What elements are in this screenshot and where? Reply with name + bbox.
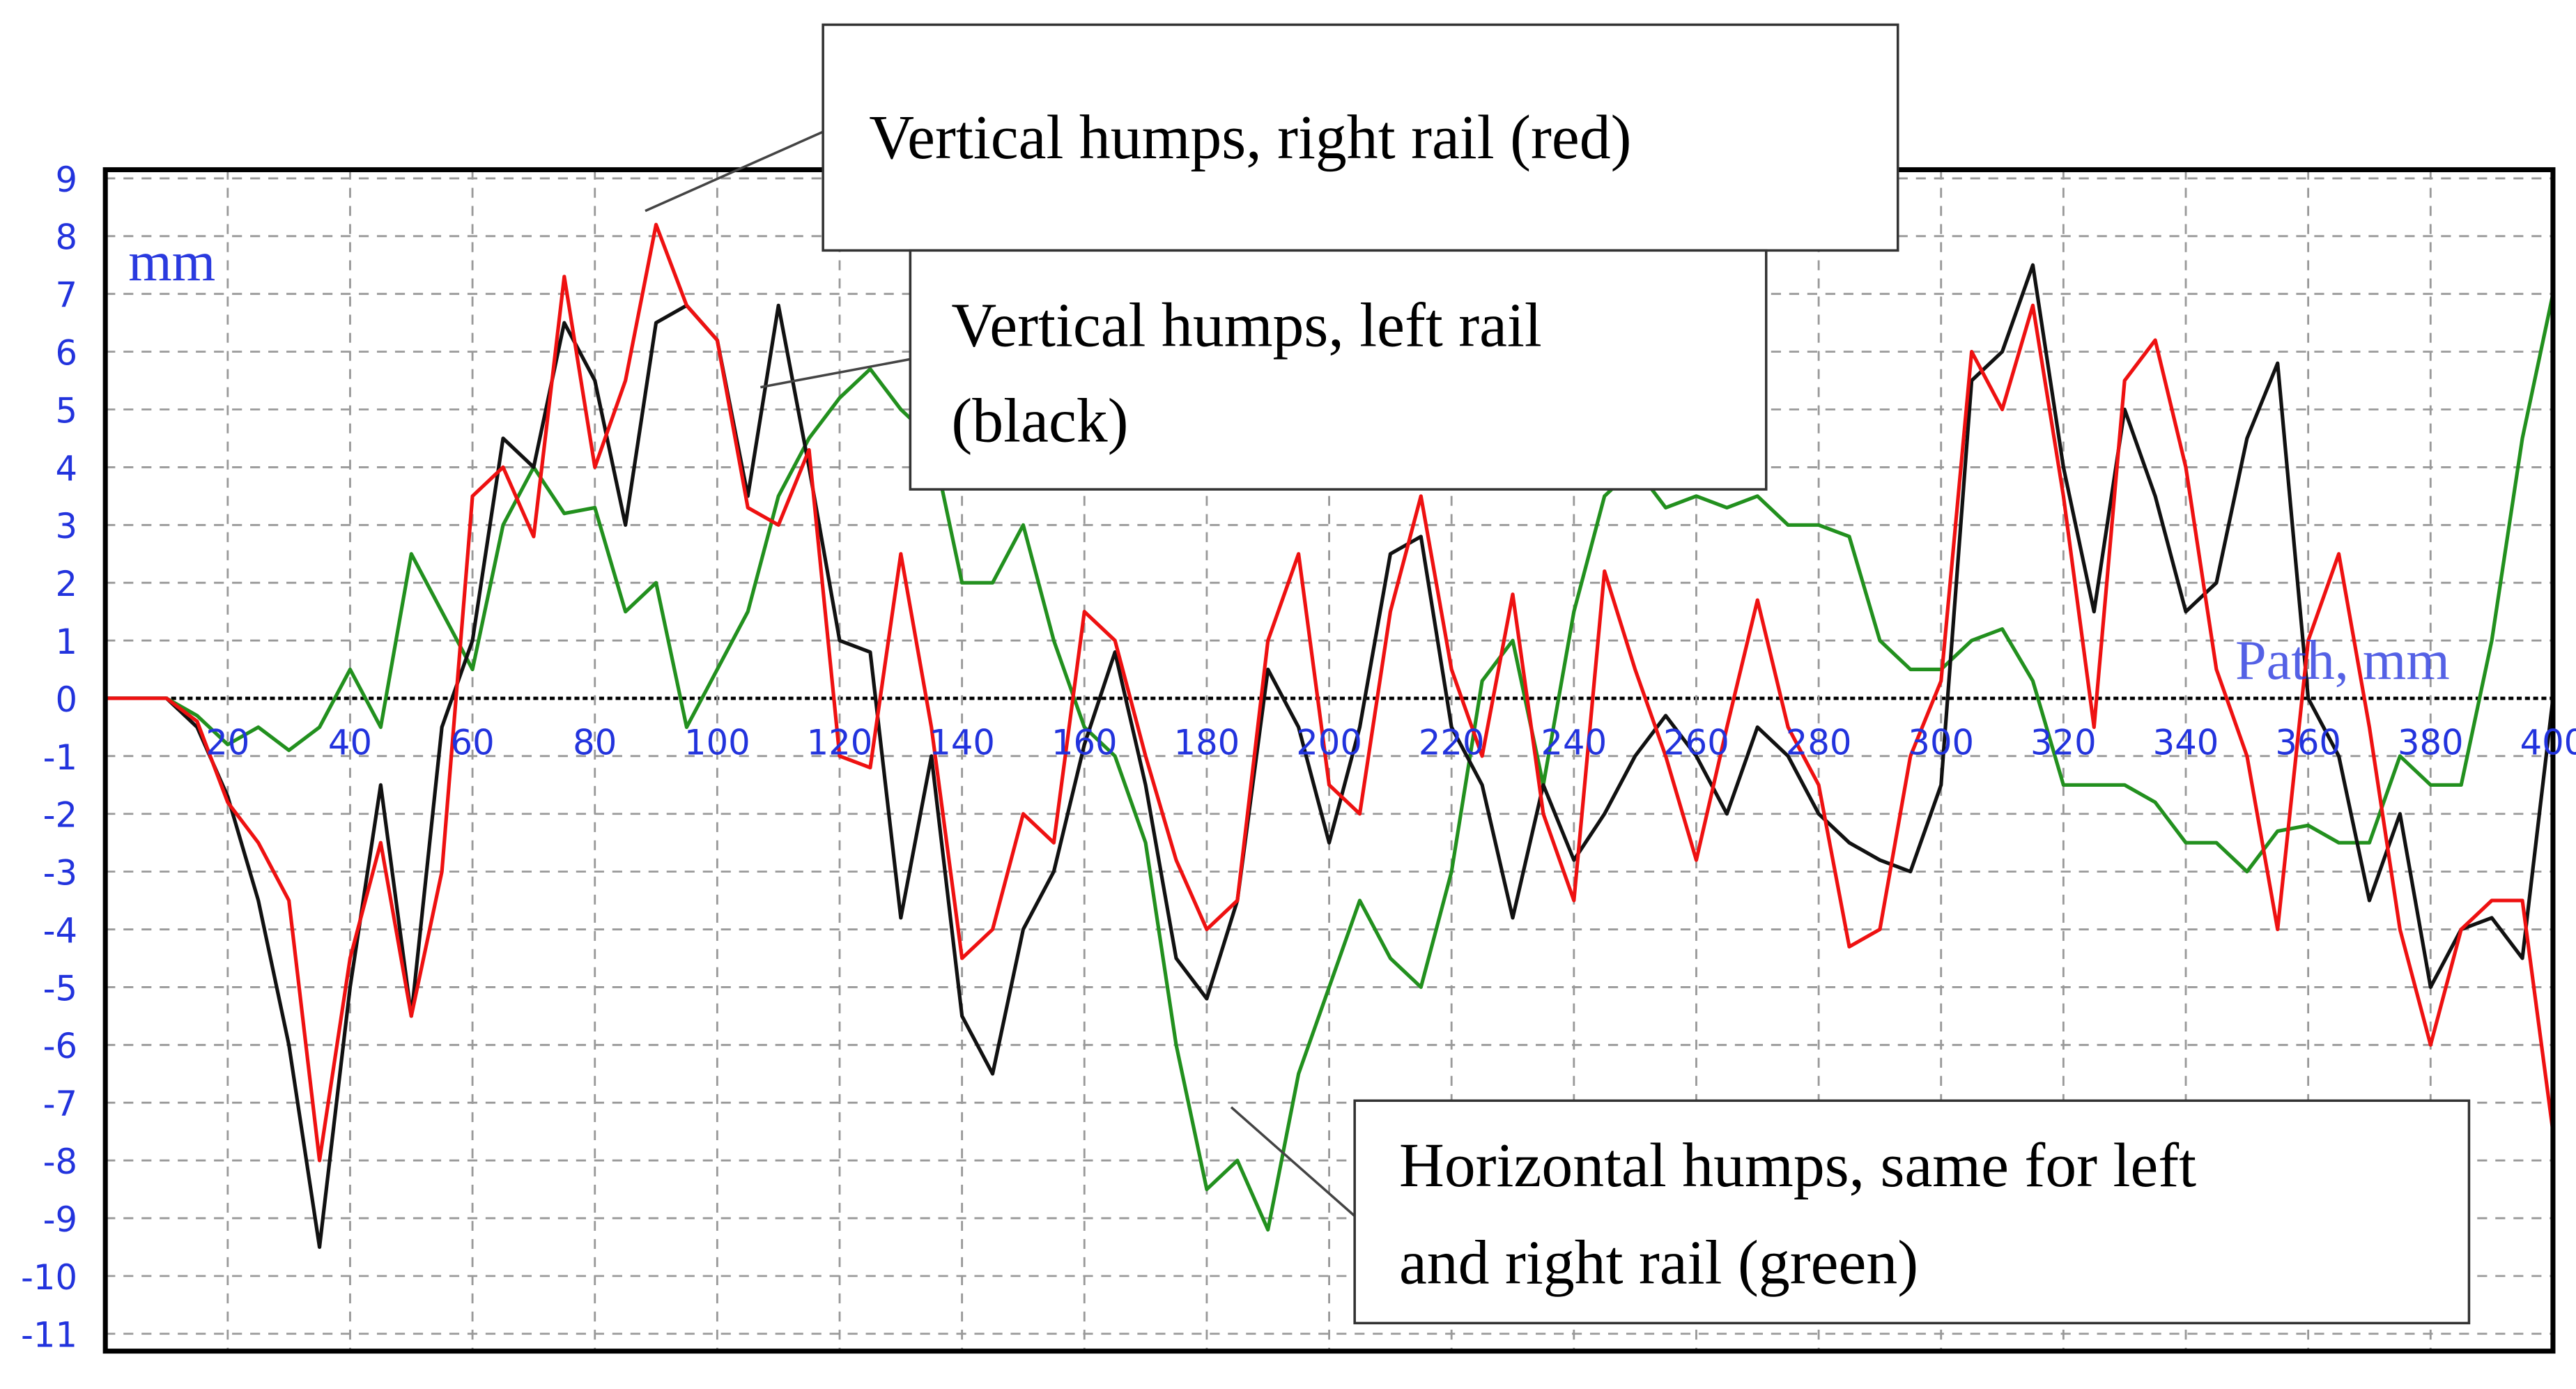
x-tick-label: 320	[2030, 722, 2097, 762]
annotations: Vertical humps, right rail (red) Vertica…	[645, 23, 2471, 1325]
leader-line	[760, 358, 911, 389]
y-tick-label: -7	[43, 1084, 77, 1124]
x-tick-label: 40	[328, 722, 372, 762]
annotation-box	[909, 249, 1768, 491]
y-axis-label: mm	[128, 231, 215, 293]
x-tick-label: 380	[2398, 722, 2464, 762]
x-tick-label: 200	[1296, 722, 1362, 762]
series-line	[105, 263, 2555, 1250]
series-line	[105, 222, 2555, 1162]
x-tick-label: 160	[1051, 722, 1118, 762]
annotation-text: Vertical humps, left rail	[951, 291, 1541, 360]
y-tick-label: 0	[55, 680, 77, 720]
y-tick-label: 3	[55, 506, 77, 546]
y-tick-label: 9	[55, 160, 77, 200]
y-tick-label: 4	[55, 448, 77, 489]
x-tick-label: 60	[451, 722, 495, 762]
annotation-box	[1353, 1099, 2471, 1325]
x-tick-label: 400	[2520, 722, 2576, 762]
series-line	[105, 293, 2555, 1232]
y-tick-label: 6	[55, 333, 77, 374]
y-tick-label: -9	[43, 1199, 77, 1240]
y-tick-label: -11	[21, 1315, 77, 1356]
leader-line	[645, 130, 824, 213]
x-tick-label: 300	[1908, 722, 1974, 762]
y-tick-label: 5	[55, 390, 77, 431]
x-tick-label: 20	[206, 722, 249, 762]
x-tick-label: 180	[1174, 722, 1240, 762]
annotation-text: and right rail (green)	[1399, 1229, 1918, 1298]
y-tick-label: -10	[21, 1257, 77, 1298]
y-tick-label: 1	[55, 622, 77, 662]
x-axis-label: Path, mm	[2235, 629, 2450, 691]
y-tick-label: -6	[43, 1026, 77, 1066]
annotation-text: (black)	[951, 387, 1128, 456]
annotation-text: Vertical humps, right rail (red)	[869, 103, 1631, 172]
x-tick-label: 100	[684, 722, 750, 762]
leader-line	[1230, 1106, 1356, 1218]
y-tick-label: -2	[43, 795, 77, 836]
y-tick-label: -8	[43, 1142, 77, 1182]
x-tick-label: 340	[2153, 722, 2219, 762]
lines	[105, 222, 2555, 1250]
y-tick-label: 7	[55, 275, 77, 316]
x-tick-label: 140	[929, 722, 995, 762]
annotation-box	[822, 23, 1899, 252]
x-tick-label: 280	[1786, 722, 1852, 762]
x-tick-label: 240	[1541, 722, 1607, 762]
y-tick-label: -3	[43, 853, 77, 893]
y-tick-label: 8	[55, 217, 77, 258]
x-tick-label: 260	[1663, 722, 1729, 762]
x-tick-label: 120	[807, 722, 873, 762]
x-tick-label: 360	[2275, 722, 2341, 762]
y-tick-label: -4	[43, 910, 77, 951]
y-tick-label: -1	[43, 737, 77, 778]
annotation-text: Horizontal humps, same for left	[1399, 1131, 2196, 1200]
x-tick-label: 80	[573, 722, 617, 762]
x-tick-label: 220	[1419, 722, 1485, 762]
y-tick-label: -5	[43, 968, 77, 1008]
y-tick-label: 2	[55, 564, 77, 604]
